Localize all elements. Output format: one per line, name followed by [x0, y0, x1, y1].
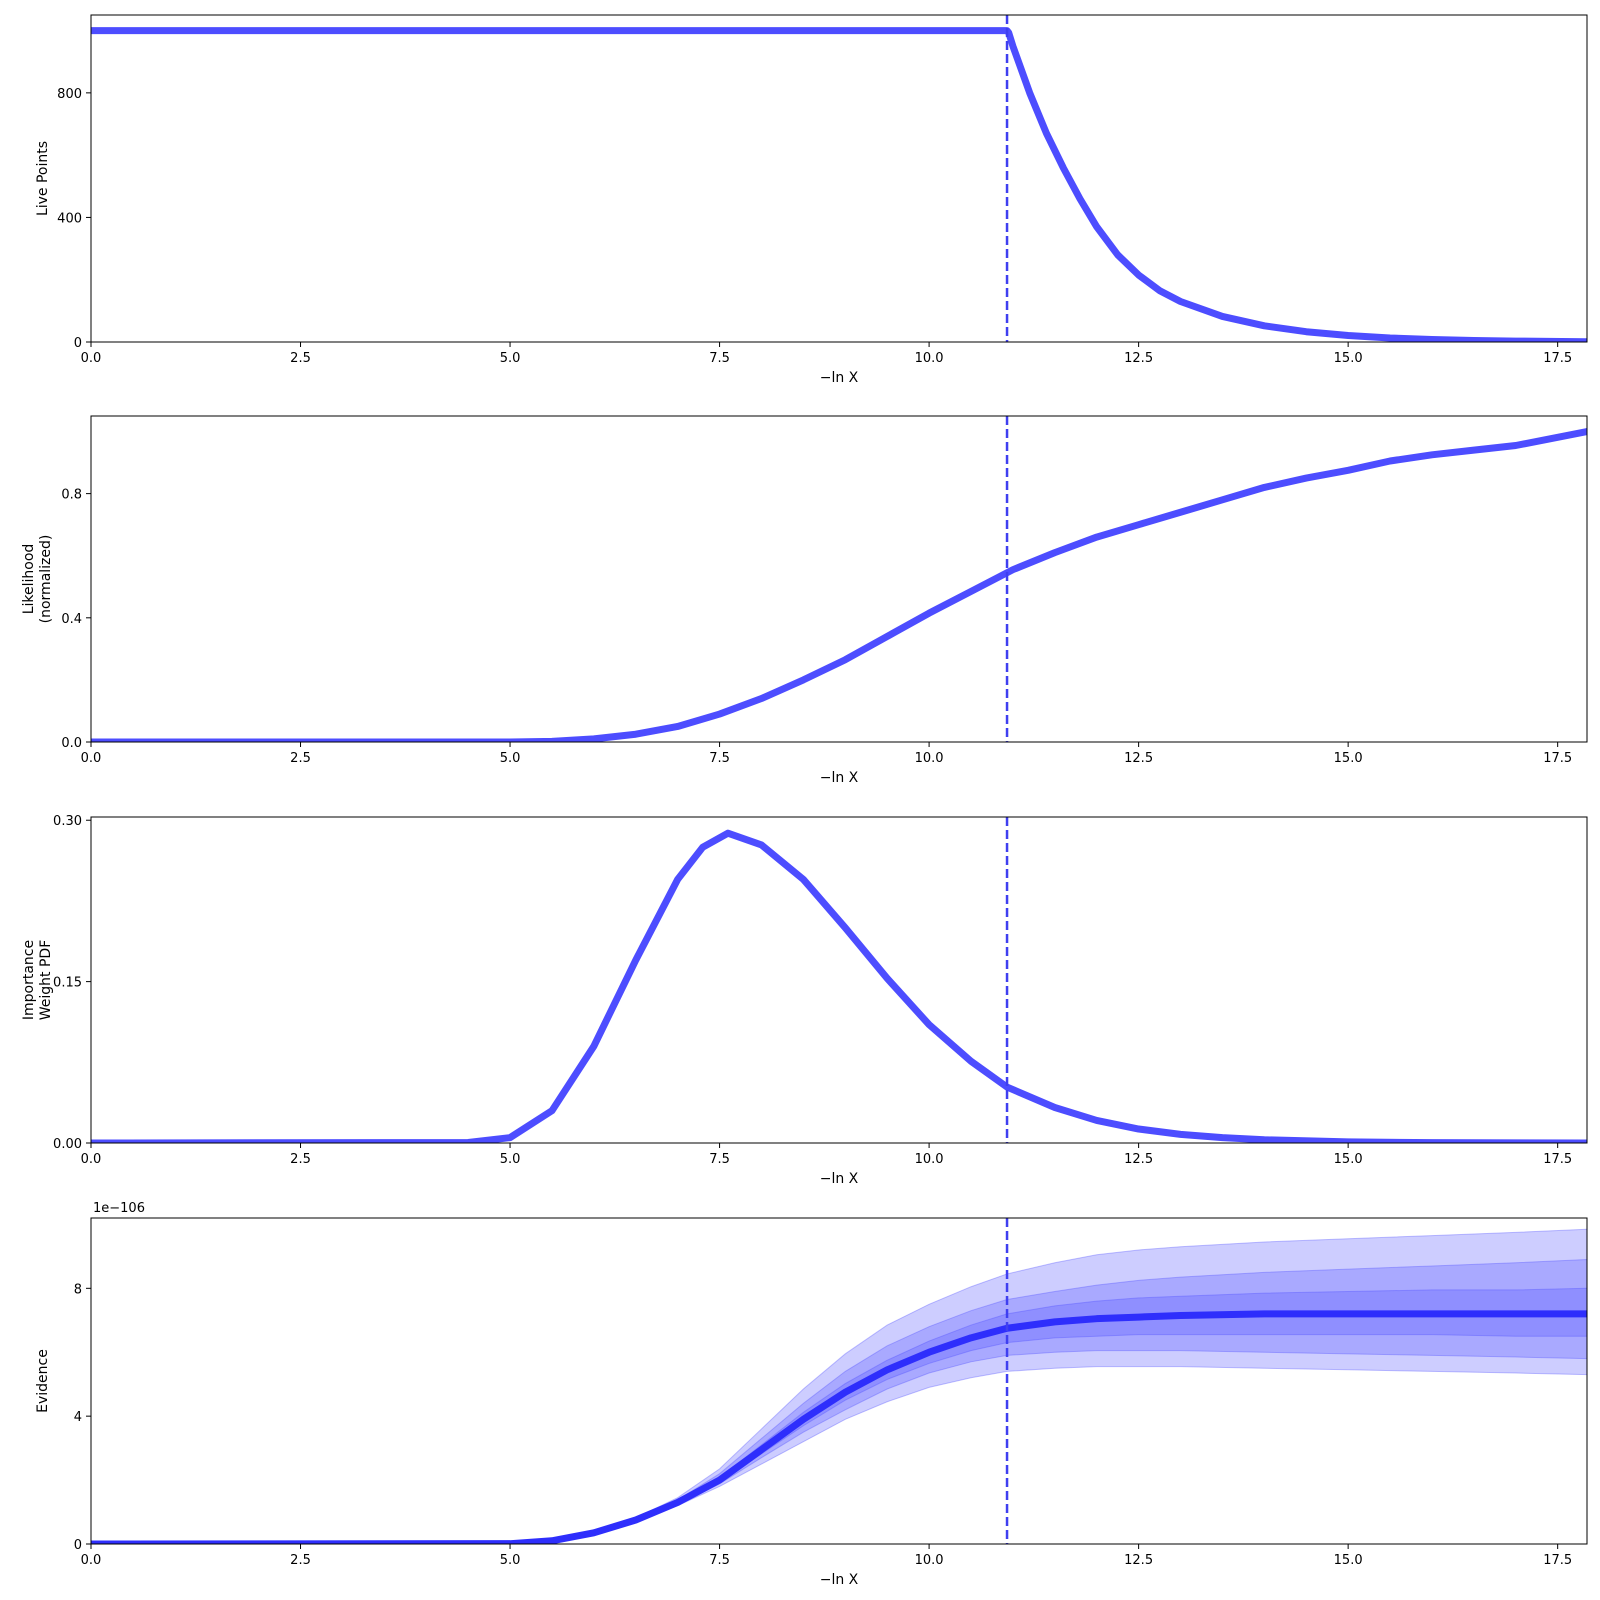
- y-tick-label: 0.00: [53, 1137, 82, 1152]
- y-tick-label: 800: [57, 87, 82, 102]
- axes-frame: [90, 14, 1588, 343]
- chart-panel-3: 0.0 2.5 5.0 7.5 10.0 12.5 15.0 17.5 0.00 0.15 0.30…: [21, 814, 1588, 1187]
- x-tick-label: 7.5: [709, 1553, 730, 1568]
- y-tick-label: 400: [57, 211, 82, 226]
- axes-frame: [90, 1217, 1588, 1545]
- plot-area: [91, 15, 1587, 342]
- x-axis-label: −ln X: [820, 1572, 859, 1588]
- x-tick-label: 12.5: [1124, 1553, 1153, 1568]
- x-tick-label: 12.5: [1124, 351, 1153, 366]
- x-tick-label: 15.0: [1334, 1152, 1363, 1167]
- x-tick-label: 17.5: [1543, 351, 1572, 366]
- x-tick-label: 12.5: [1124, 751, 1153, 766]
- x-tick-label: 10.0: [915, 1553, 944, 1568]
- y-tick-label: 0.8: [61, 488, 82, 503]
- x-tick-label: 7.5: [709, 751, 730, 766]
- x-tick-label: 17.5: [1543, 1553, 1572, 1568]
- y-axis-label: Evidence: [35, 1349, 51, 1413]
- series-line-1: [91, 27, 1587, 342]
- y-tick-label: 0: [74, 336, 82, 351]
- y-tick-label: 0.15: [53, 976, 82, 991]
- x-tick-label: 10.0: [915, 751, 944, 766]
- x-tick-label: 10.0: [915, 1152, 944, 1167]
- x-tick-label: 5.0: [500, 1152, 521, 1167]
- x-tick-label: 5.0: [500, 751, 521, 766]
- y-axis-label: Importance: [21, 940, 37, 1020]
- x-tick-label: 5.0: [500, 351, 521, 366]
- series-line-1: [91, 428, 1587, 742]
- x-tick-label: 7.5: [709, 351, 730, 366]
- plot-area: [91, 416, 1587, 742]
- chart-panel-1: 0.0 2.5 5.0 7.5 10.0 12.5 15.0 17.5 0 400 800 −ln X…: [35, 14, 1588, 386]
- chart-panel-2: 0.0 2.5 5.0 7.5 10.0 12.5 15.0 17.5 0.0 0.4 0.8 −ln…: [21, 415, 1588, 786]
- x-tick-label: 2.5: [290, 1553, 311, 1568]
- x-tick-label: 10.0: [915, 351, 944, 366]
- axes-frame: [90, 816, 1588, 1144]
- y-tick-label: 0.30: [53, 814, 82, 829]
- x-tick-label: 0.0: [81, 1152, 102, 1167]
- y-tick-label: 0.0: [61, 736, 82, 751]
- plot-area: [91, 817, 1587, 1143]
- y-tick-label: 8: [74, 1282, 82, 1297]
- x-tick-label: 0.0: [81, 1553, 102, 1568]
- y-axis-label: Live Points: [35, 141, 51, 216]
- x-tick-label: 15.0: [1334, 351, 1363, 366]
- y-tick-label: 0.4: [61, 612, 82, 627]
- series-line-1: [91, 829, 1587, 1143]
- evidence-median-line: [91, 1310, 1587, 1544]
- y-tick-label: 0: [74, 1538, 82, 1553]
- x-tick-label: 2.5: [290, 1152, 311, 1167]
- x-tick-label: 12.5: [1124, 1152, 1153, 1167]
- y-axis-label: Weight PDF: [38, 940, 54, 1021]
- x-tick-label: 15.0: [1334, 751, 1363, 766]
- x-axis-label: −ln X: [820, 1171, 859, 1187]
- evidence-band-2: [91, 1259, 1587, 1544]
- evidence-band-1: [91, 1228, 1587, 1544]
- y-axis-offset-text: 1e−106: [93, 1201, 145, 1216]
- x-tick-label: 17.5: [1543, 751, 1572, 766]
- x-tick-label: 5.0: [500, 1553, 521, 1568]
- y-axis-label: (normalized): [38, 535, 54, 624]
- x-tick-label: 7.5: [709, 1152, 730, 1167]
- x-tick-label: 2.5: [290, 351, 311, 366]
- x-tick-label: 15.0: [1334, 1553, 1363, 1568]
- x-tick-label: 0.0: [81, 351, 102, 366]
- plot-area: [91, 1218, 1587, 1544]
- x-tick-label: 0.0: [81, 751, 102, 766]
- x-axis-label: −ln X: [820, 370, 859, 386]
- y-axis-label: Likelihood: [21, 544, 37, 615]
- chart-panel-4: 0.0 2.5 5.0 7.5 10.0 12.5 15.0 17.5 0 4 8 −ln X Evid…: [35, 1201, 1588, 1588]
- x-tick-label: 17.5: [1543, 1152, 1572, 1167]
- x-tick-label: 2.5: [290, 751, 311, 766]
- x-axis-label: −ln X: [820, 770, 859, 786]
- axes-frame: [90, 415, 1588, 743]
- y-tick-label: 4: [74, 1410, 82, 1425]
